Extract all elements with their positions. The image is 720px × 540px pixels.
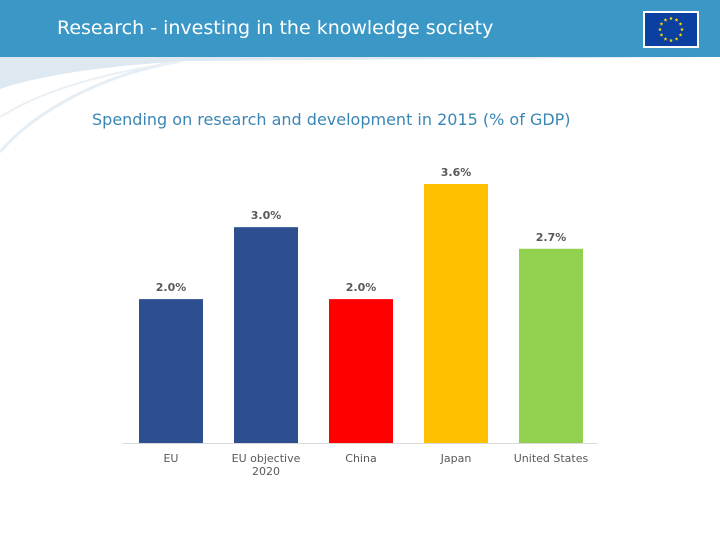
- bar-eu: [139, 299, 203, 443]
- flag-star: [678, 22, 683, 26]
- flag-star: [659, 33, 664, 37]
- data-label: 3.0%: [251, 209, 282, 222]
- page-title: Research - investing in the knowledge so…: [57, 17, 494, 39]
- data-label: 2.7%: [536, 231, 567, 244]
- flag-star: [659, 22, 664, 26]
- flag-star: [674, 17, 679, 22]
- category-label: EU: [163, 452, 178, 465]
- flag-star: [663, 37, 668, 41]
- bar-united-states: [519, 248, 583, 443]
- data-label: 3.6%: [441, 166, 472, 179]
- category-label: EU objective 2020: [232, 452, 301, 478]
- flag-star: [669, 16, 673, 21]
- category-label: United States: [514, 452, 589, 465]
- flag-star: [663, 17, 668, 22]
- data-label: 2.0%: [156, 281, 187, 294]
- flag-star: [674, 37, 679, 41]
- flag-star: [680, 27, 684, 32]
- category-label: China: [345, 452, 376, 465]
- data-label: 2.0%: [346, 281, 377, 294]
- header-bar: Research - investing in the knowledge so…: [0, 0, 720, 57]
- bar-eu-objective-2020: [234, 227, 298, 443]
- chart-subtitle: Spending on research and development in …: [92, 110, 571, 129]
- flag-star: [669, 38, 673, 43]
- bar-japan: [424, 184, 488, 443]
- flag-star: [678, 33, 683, 37]
- bar-china: [329, 299, 393, 443]
- flag-star: [658, 27, 662, 32]
- category-label: Japan: [440, 452, 472, 465]
- eu-flag-icon: [643, 11, 699, 48]
- decorative-swoosh: [0, 57, 720, 153]
